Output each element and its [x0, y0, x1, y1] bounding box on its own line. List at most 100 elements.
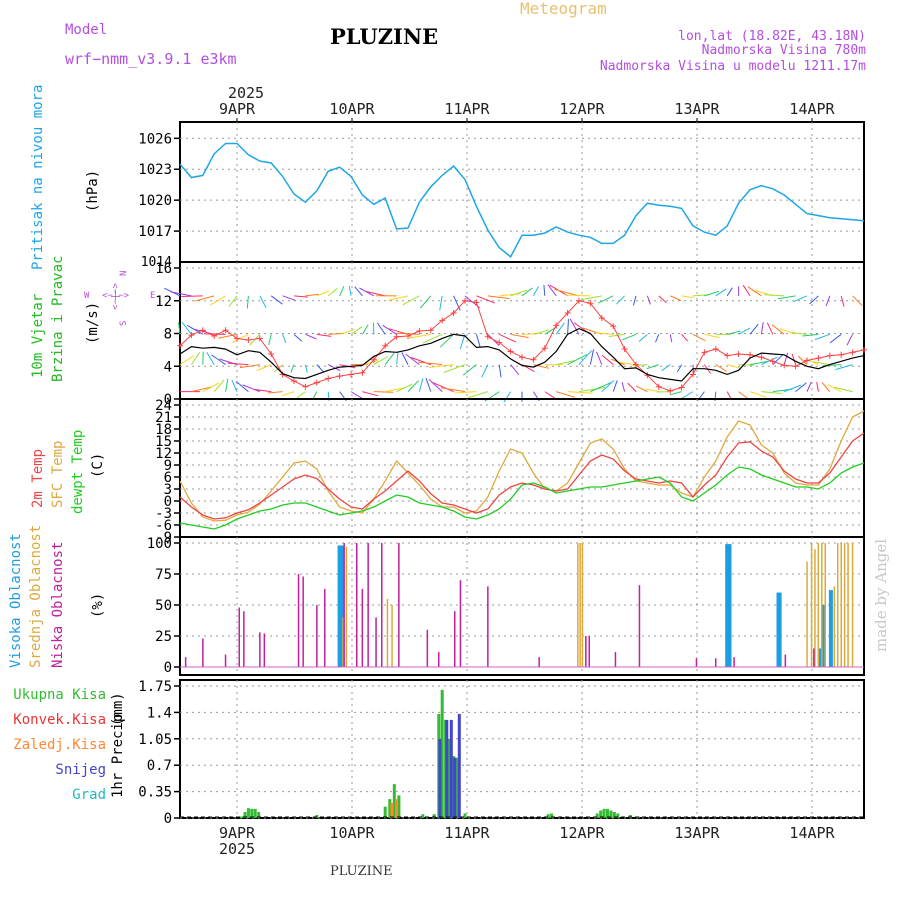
wind-arrow	[578, 387, 606, 393]
temperature-frame	[179, 398, 865, 538]
wind-arrow	[227, 362, 249, 366]
gust-marker	[313, 379, 320, 386]
cloud-bar-srednja	[837, 543, 839, 667]
wind-arrow	[601, 354, 614, 365]
wind-arrow	[738, 327, 751, 335]
gust-marker	[268, 350, 275, 357]
gust-marker	[621, 346, 628, 353]
wind-arrow	[418, 361, 443, 366]
precip-bar	[602, 808, 606, 818]
y-tick-label: 1.4	[147, 705, 172, 721]
wind-arrow	[580, 295, 602, 301]
wind-arrow	[210, 295, 226, 306]
wind-arrow	[273, 364, 283, 373]
gust-marker	[370, 356, 377, 363]
y-tick-label: 4	[164, 359, 172, 375]
wind-arrow	[290, 364, 295, 373]
cloud-bar-niska	[454, 611, 456, 667]
wind-arrow	[797, 355, 808, 365]
wind-arrow	[742, 284, 751, 297]
wind-arrow	[365, 290, 386, 297]
wind-arrow	[726, 287, 733, 297]
precip-bar	[253, 808, 257, 818]
y-tick-label: 1.05	[138, 732, 172, 748]
gust-marker	[234, 335, 240, 342]
wind-arrow	[627, 382, 637, 392]
wind-arrow	[231, 379, 238, 392]
wind-arrow	[594, 332, 614, 335]
wind-arrow	[228, 295, 238, 307]
cloud-bar-niska	[343, 543, 345, 667]
wind-arrow	[761, 391, 782, 394]
precip-bar	[392, 784, 396, 818]
y-tick-label: 0	[164, 494, 172, 510]
wind-arrow	[316, 333, 332, 337]
cloud-bar-srednja	[345, 546, 348, 667]
gust-marker	[439, 317, 446, 324]
sfc-temp-series-line	[179, 410, 865, 522]
wind-arrow	[179, 355, 194, 366]
wind-arrow	[555, 322, 565, 335]
wind-arrow	[246, 295, 249, 309]
wind-arrow	[418, 378, 424, 392]
product-title: Meteogram	[520, 0, 607, 18]
wind-arrow	[232, 333, 249, 343]
cloud-bar-niska	[356, 543, 358, 667]
pressure-ylabel: Pritisak na nivou mora	[30, 85, 46, 270]
wind-frame	[179, 261, 865, 400]
wind-arrow	[802, 333, 819, 337]
gust-marker	[826, 352, 833, 359]
cloud-bar-srednja	[814, 549, 816, 667]
cloud-bar-niska	[588, 636, 590, 667]
wind-arrow	[487, 295, 510, 300]
legend-snow: Snijeg	[55, 762, 106, 778]
y-tick-label: 16	[155, 261, 172, 277]
wind-arrow	[681, 391, 694, 399]
wind-arrow	[834, 387, 853, 393]
wind-arrow	[543, 285, 546, 296]
wind-unit: (m/s)	[85, 302, 101, 344]
wind-arrow	[190, 352, 201, 365]
cloud-ylabel-3: Niska Oblacnost	[50, 542, 66, 668]
cloud-bar-visoka	[818, 648, 823, 667]
precip-bar	[612, 812, 616, 818]
wind-arrow	[239, 364, 260, 369]
wind-arrow	[428, 364, 454, 368]
compass-north: N	[119, 271, 129, 276]
gust-marker	[393, 333, 400, 340]
gust-marker	[747, 351, 753, 358]
wind-arrow	[181, 295, 203, 297]
precip-bar	[440, 689, 444, 818]
wind-arrow	[361, 324, 369, 335]
wind-arrow	[816, 381, 819, 392]
wind-arrow	[778, 295, 796, 300]
wind-arrow	[249, 333, 261, 346]
wind-arrow	[242, 384, 260, 393]
precip-bar	[546, 814, 550, 818]
wind-arrow	[738, 391, 749, 400]
wind-arrow	[259, 295, 267, 308]
wind-arrow	[350, 391, 364, 400]
precip-bar	[421, 814, 425, 818]
gust-marker	[610, 323, 617, 330]
wind-arrow	[193, 328, 215, 335]
wind-arrow	[780, 328, 796, 335]
gust-marker	[336, 373, 343, 380]
wind-arrow	[439, 295, 443, 311]
y-tick-label: 0	[164, 660, 172, 676]
wind-arrow	[692, 333, 706, 342]
wind-arrow	[350, 326, 363, 335]
y-tick-label: 50	[155, 598, 172, 614]
gust-marker	[188, 332, 195, 339]
wind-arrow	[805, 358, 819, 366]
wind-arrow	[428, 379, 443, 392]
wind-arrow	[658, 295, 667, 304]
precip-frame	[179, 679, 865, 819]
bottom-date-label: 14APR	[789, 824, 835, 842]
gust-marker	[291, 377, 297, 384]
cloud-bar-niska	[263, 633, 266, 667]
y-tick-label: 15	[155, 434, 172, 450]
precip-bar	[453, 757, 457, 818]
cloud-frame	[179, 536, 865, 676]
cloud-bar-visoka	[727, 544, 732, 667]
